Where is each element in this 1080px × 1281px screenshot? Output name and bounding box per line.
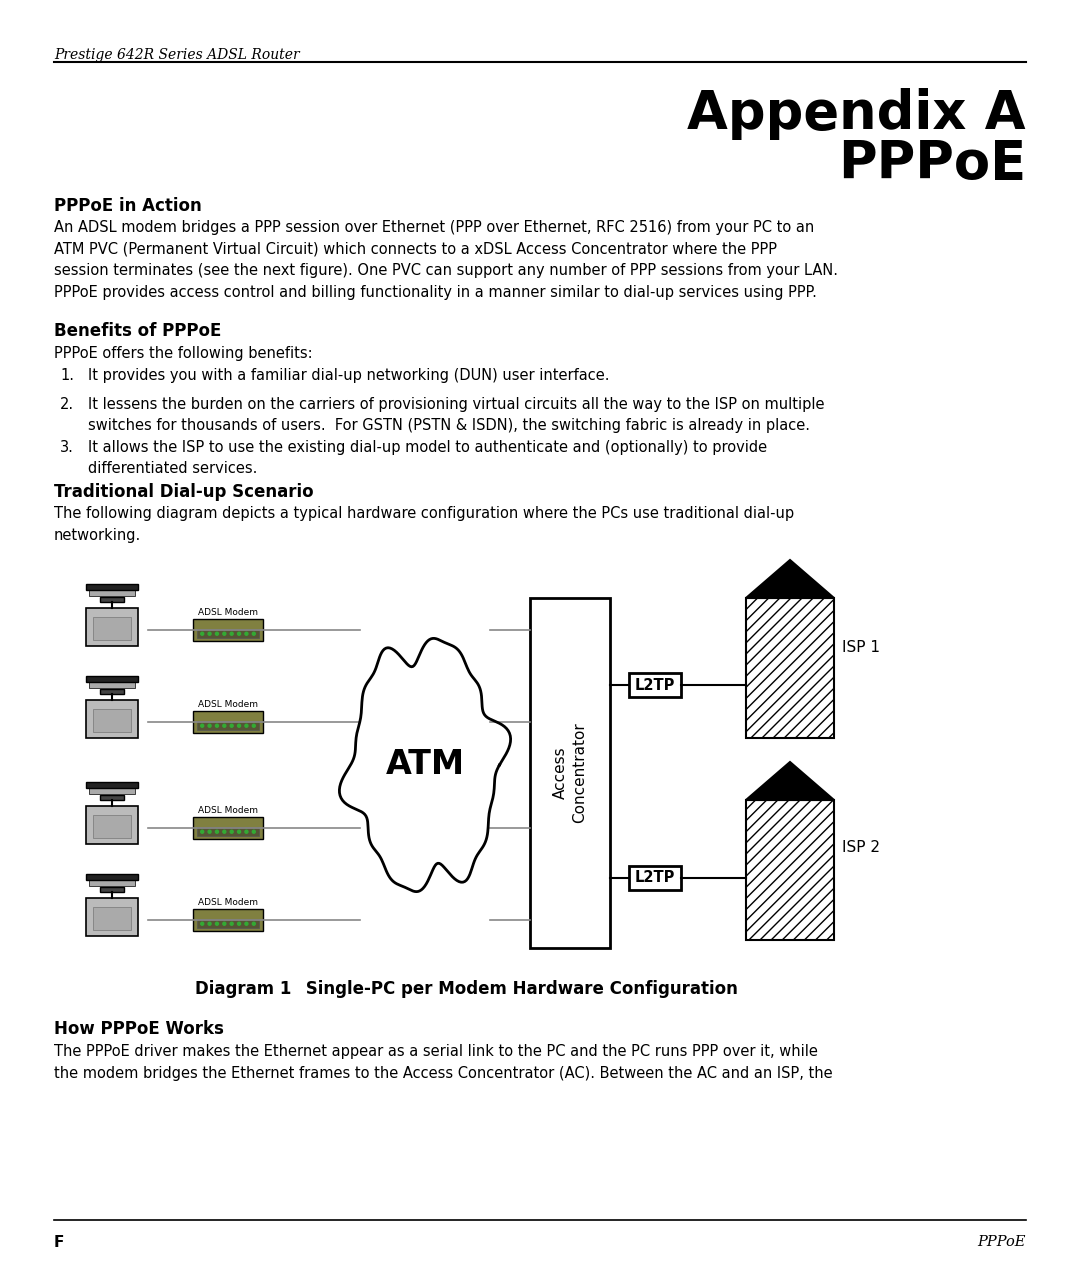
Bar: [198, 828, 259, 836]
Bar: [198, 721, 259, 730]
Bar: [86, 676, 138, 681]
Bar: [93, 708, 131, 733]
Bar: [90, 788, 135, 794]
Text: ISP 2: ISP 2: [842, 840, 880, 856]
Bar: [198, 629, 259, 638]
Bar: [86, 898, 138, 936]
Text: Benefits of PPPoE: Benefits of PPPoE: [54, 322, 221, 339]
Bar: [86, 874, 138, 880]
Bar: [193, 910, 264, 931]
Circle shape: [253, 830, 255, 833]
Text: L2TP: L2TP: [635, 678, 675, 693]
Circle shape: [238, 633, 241, 635]
Bar: [746, 598, 834, 738]
Bar: [90, 681, 135, 688]
Circle shape: [230, 922, 233, 925]
Text: Single-PC per Modem Hardware Configuration: Single-PC per Modem Hardware Configurati…: [276, 980, 738, 998]
Circle shape: [253, 633, 255, 635]
Bar: [90, 880, 135, 886]
Circle shape: [208, 922, 211, 925]
Text: It lessens the burden on the carriers of provisioning virtual circuits all the w: It lessens the burden on the carriers of…: [87, 397, 824, 433]
Circle shape: [208, 633, 211, 635]
Bar: [90, 591, 135, 596]
Text: The PPPoE driver makes the Ethernet appear as a serial link to the PC and the PC: The PPPoE driver makes the Ethernet appe…: [54, 1044, 833, 1081]
Text: PPPoE: PPPoE: [838, 138, 1026, 190]
Circle shape: [230, 633, 233, 635]
Circle shape: [238, 724, 241, 728]
Bar: [746, 801, 834, 940]
Circle shape: [222, 922, 226, 925]
Text: F: F: [54, 1235, 65, 1250]
Text: The following diagram depicts a typical hardware configuration where the PCs use: The following diagram depicts a typical …: [54, 506, 794, 543]
Text: It allows the ISP to use the existing dial-up model to authenticate and (optiona: It allows the ISP to use the existing di…: [87, 439, 767, 477]
Text: ADSL Modem: ADSL Modem: [198, 699, 258, 708]
Circle shape: [222, 830, 226, 833]
Circle shape: [208, 724, 211, 728]
Text: An ADSL modem bridges a PPP session over Ethernet (PPP over Ethernet, RFC 2516) : An ADSL modem bridges a PPP session over…: [54, 220, 838, 300]
Text: Traditional Dial-up Scenario: Traditional Dial-up Scenario: [54, 483, 313, 501]
Polygon shape: [339, 638, 511, 892]
Bar: [193, 619, 264, 640]
Circle shape: [201, 724, 204, 728]
Circle shape: [201, 830, 204, 833]
Circle shape: [201, 922, 204, 925]
Bar: [193, 711, 264, 733]
Circle shape: [230, 724, 233, 728]
Bar: [629, 866, 681, 890]
Circle shape: [253, 922, 255, 925]
Text: ADSL Modem: ADSL Modem: [198, 898, 258, 907]
Bar: [100, 689, 124, 694]
Text: Access
Concentrator: Access Concentrator: [553, 722, 588, 824]
Bar: [86, 781, 138, 788]
Text: L2TP: L2TP: [635, 871, 675, 885]
Circle shape: [238, 830, 241, 833]
Circle shape: [215, 922, 218, 925]
Circle shape: [253, 724, 255, 728]
Circle shape: [245, 830, 248, 833]
Text: PPPoE: PPPoE: [977, 1235, 1026, 1249]
Bar: [93, 815, 131, 838]
Text: 1.: 1.: [60, 368, 75, 383]
Bar: [100, 597, 124, 602]
Text: Appendix A: Appendix A: [687, 88, 1026, 140]
Text: PPPoE offers the following benefits:: PPPoE offers the following benefits:: [54, 346, 312, 361]
Text: ISP 1: ISP 1: [842, 640, 880, 656]
Text: How PPPoE Works: How PPPoE Works: [54, 1020, 224, 1038]
Bar: [193, 817, 264, 839]
Circle shape: [245, 922, 248, 925]
Bar: [86, 608, 138, 646]
Bar: [629, 673, 681, 697]
Bar: [93, 907, 131, 930]
Text: ADSL Modem: ADSL Modem: [198, 806, 258, 815]
Circle shape: [230, 830, 233, 833]
Text: Prestige 642R Series ADSL Router: Prestige 642R Series ADSL Router: [54, 47, 299, 61]
Circle shape: [208, 830, 211, 833]
Text: PPPoE in Action: PPPoE in Action: [54, 197, 202, 215]
Text: It provides you with a familiar dial-up networking (DUN) user interface.: It provides you with a familiar dial-up …: [87, 368, 609, 383]
Text: ATM: ATM: [386, 748, 464, 781]
Circle shape: [201, 633, 204, 635]
Bar: [86, 699, 138, 738]
Text: ADSL Modem: ADSL Modem: [198, 608, 258, 617]
Polygon shape: [746, 762, 834, 801]
Bar: [86, 806, 138, 844]
Circle shape: [222, 724, 226, 728]
Bar: [93, 616, 131, 640]
Circle shape: [215, 633, 218, 635]
Bar: [530, 598, 610, 948]
Bar: [100, 886, 124, 892]
Bar: [198, 920, 259, 929]
Circle shape: [215, 830, 218, 833]
Circle shape: [245, 633, 248, 635]
Bar: [86, 584, 138, 591]
Polygon shape: [746, 560, 834, 598]
Circle shape: [215, 724, 218, 728]
Text: 3.: 3.: [60, 439, 73, 455]
Text: 2.: 2.: [60, 397, 75, 412]
Circle shape: [222, 633, 226, 635]
Bar: [100, 796, 124, 801]
Text: Diagram 1: Diagram 1: [195, 980, 292, 998]
Circle shape: [238, 922, 241, 925]
Circle shape: [245, 724, 248, 728]
